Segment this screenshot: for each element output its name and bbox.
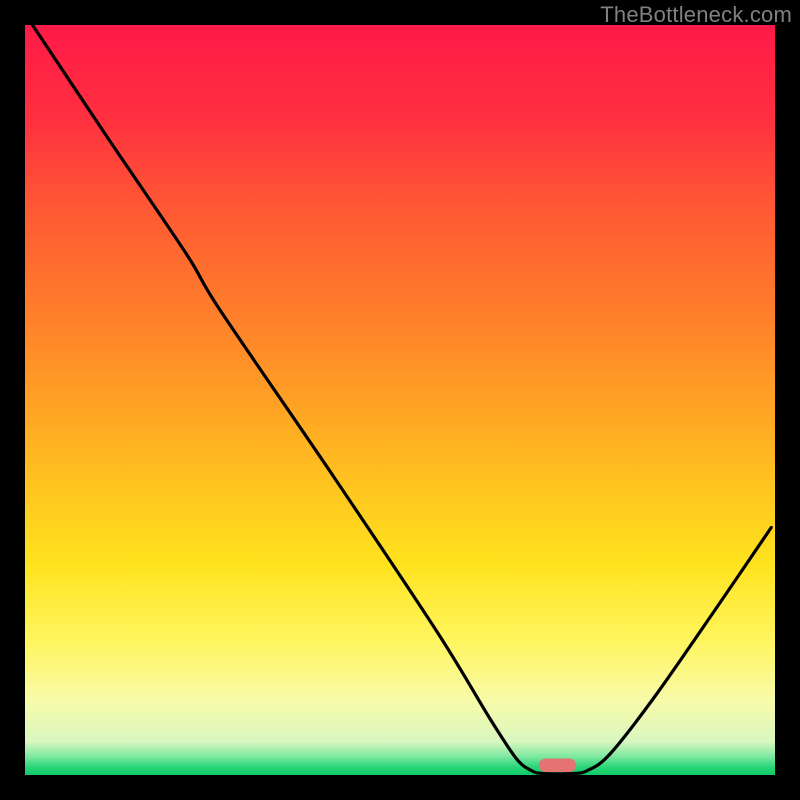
chart-background-gradient bbox=[25, 25, 775, 775]
chart-stage: TheBottleneck.com bbox=[0, 0, 800, 800]
watermark-text: TheBottleneck.com bbox=[600, 2, 792, 28]
bottleneck-curve-chart bbox=[0, 0, 800, 800]
optimal-point-marker bbox=[539, 759, 577, 773]
